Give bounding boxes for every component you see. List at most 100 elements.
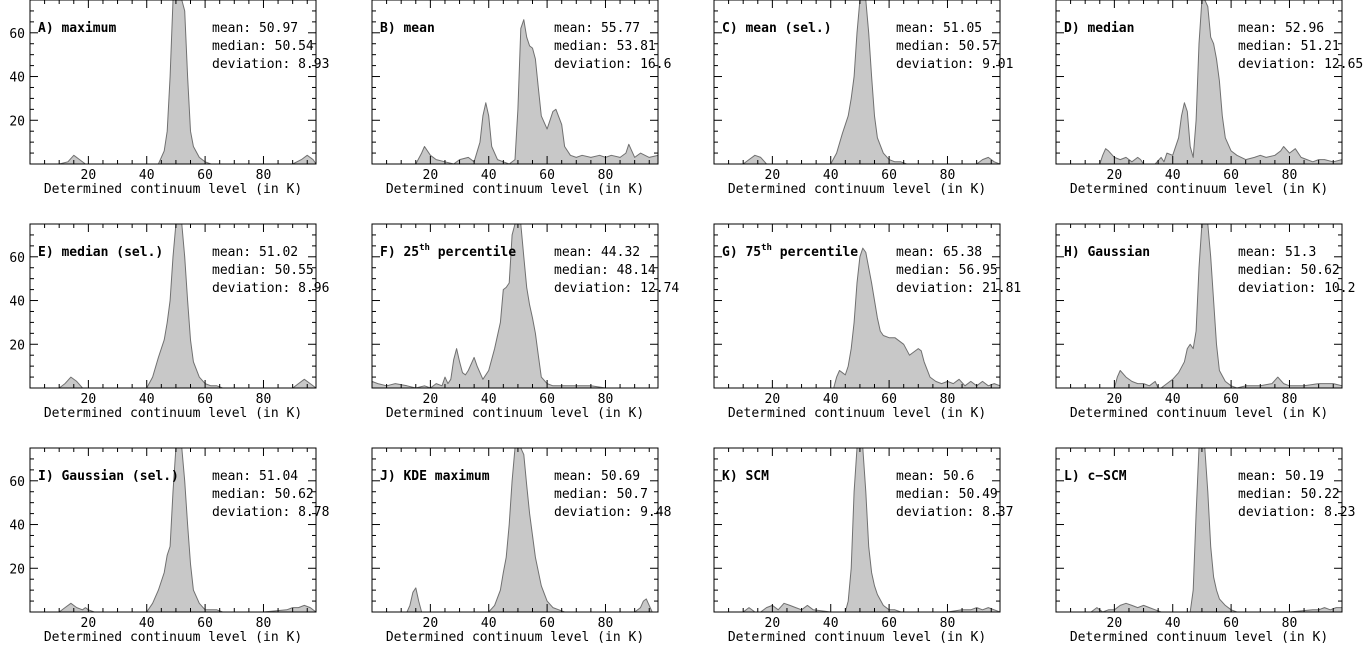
y-tick-label: 20 (9, 562, 25, 577)
stat-text: median: 50.22 (1238, 487, 1340, 502)
stat-text: mean: 65.38 (896, 245, 982, 260)
distribution-area (714, 448, 1000, 612)
stat-text: median: 50.55 (212, 263, 314, 278)
x-tick-label: 80 (1282, 392, 1298, 407)
x-tick-label: 40 (139, 168, 155, 183)
y-tick-label: 40 (9, 71, 25, 86)
panel-label: K) SCM (722, 469, 769, 484)
y-tick-label: 40 (9, 519, 25, 534)
x-tick-label: 60 (881, 392, 897, 407)
stat-text: median: 50.62 (1238, 263, 1340, 278)
stat-text: mean: 51.02 (212, 245, 298, 260)
x-tick-label: 60 (1223, 392, 1239, 407)
panel-label: F) 25th percentile (380, 243, 516, 260)
x-tick-label: 60 (881, 168, 897, 183)
plot-frame (371, 223, 659, 389)
x-tick-label: 20 (1107, 168, 1123, 183)
x-axis-label: Determined continuum level (in K) (386, 406, 644, 421)
stat-text: mean: 50.19 (1238, 469, 1324, 484)
x-tick-label: 40 (481, 616, 497, 631)
panel-label: C) mean (sel.) (722, 21, 832, 36)
distribution-area (372, 448, 658, 612)
panel-label: G) 75th percentile (722, 243, 858, 260)
panel-label: A) maximum (38, 21, 116, 36)
stat-text: median: 50.49 (896, 487, 998, 502)
x-tick-label: 20 (423, 616, 439, 631)
x-tick-label: 80 (598, 392, 614, 407)
stat-text: deviation: 8.78 (212, 505, 329, 520)
stat-text: median: 56.95 (896, 263, 998, 278)
x-axis-label: Determined continuum level (in K) (728, 182, 986, 197)
x-axis-label: Determined continuum level (in K) (44, 630, 302, 645)
plot-frame (371, 0, 659, 165)
x-tick-label: 60 (539, 616, 555, 631)
x-tick-label: 40 (823, 168, 839, 183)
stat-text: median: 50.54 (212, 39, 314, 54)
x-axis-label: Determined continuum level (in K) (1070, 182, 1328, 197)
x-tick-label: 80 (1282, 168, 1298, 183)
x-tick-label: 40 (1165, 392, 1181, 407)
x-axis-label: Determined continuum level (in K) (386, 182, 644, 197)
panel-label: D) median (1064, 21, 1134, 36)
stat-text: deviation: 21.81 (896, 281, 1021, 296)
x-tick-label: 40 (1165, 168, 1181, 183)
x-tick-label: 40 (823, 392, 839, 407)
stat-text: deviation: 8.96 (212, 281, 329, 296)
y-tick-label: 60 (9, 27, 25, 42)
x-tick-label: 20 (423, 168, 439, 183)
x-tick-label: 40 (823, 616, 839, 631)
x-tick-label: 80 (940, 168, 956, 183)
x-tick-label: 60 (197, 392, 213, 407)
plot-frame (1055, 447, 1343, 613)
x-tick-label: 20 (765, 392, 781, 407)
distribution-area (714, 0, 1000, 164)
plot-frame (1055, 0, 1343, 165)
x-tick-label: 80 (940, 392, 956, 407)
stat-text: median: 50.57 (896, 39, 998, 54)
stat-text: deviation: 10.2 (1238, 281, 1355, 296)
x-tick-label: 80 (598, 616, 614, 631)
x-tick-label: 80 (256, 616, 272, 631)
plot-frame (713, 0, 1001, 165)
distribution-area (1056, 0, 1342, 164)
distribution-area (1056, 224, 1342, 388)
stat-text: median: 51.21 (1238, 39, 1340, 54)
stat-text: deviation: 9.01 (896, 57, 1013, 72)
stat-text: mean: 50.97 (212, 21, 298, 36)
y-tick-label: 20 (9, 338, 25, 353)
stat-text: mean: 44.32 (554, 245, 640, 260)
stat-text: deviation: 8.37 (896, 505, 1013, 520)
x-tick-label: 20 (81, 168, 97, 183)
x-axis-label: Determined continuum level (in K) (1070, 630, 1328, 645)
x-tick-label: 40 (481, 168, 497, 183)
x-tick-label: 20 (81, 392, 97, 407)
distribution-area (1056, 448, 1342, 612)
plot-frame (29, 223, 317, 389)
x-axis-label: Determined continuum level (in K) (728, 630, 986, 645)
x-tick-label: 20 (81, 616, 97, 631)
plot-frame (371, 447, 659, 613)
x-tick-label: 80 (256, 392, 272, 407)
stat-text: deviation: 12.74 (554, 281, 679, 296)
x-tick-label: 20 (1107, 392, 1123, 407)
x-tick-label: 40 (1165, 616, 1181, 631)
stat-text: mean: 51.3 (1238, 245, 1316, 260)
stat-text: median: 50.62 (212, 487, 314, 502)
panel-label: H) Gaussian (1064, 245, 1150, 260)
x-tick-label: 60 (539, 168, 555, 183)
distribution-area (30, 448, 316, 612)
distribution-area (372, 224, 606, 388)
x-axis-label: Determined continuum level (in K) (44, 182, 302, 197)
x-tick-label: 20 (765, 616, 781, 631)
